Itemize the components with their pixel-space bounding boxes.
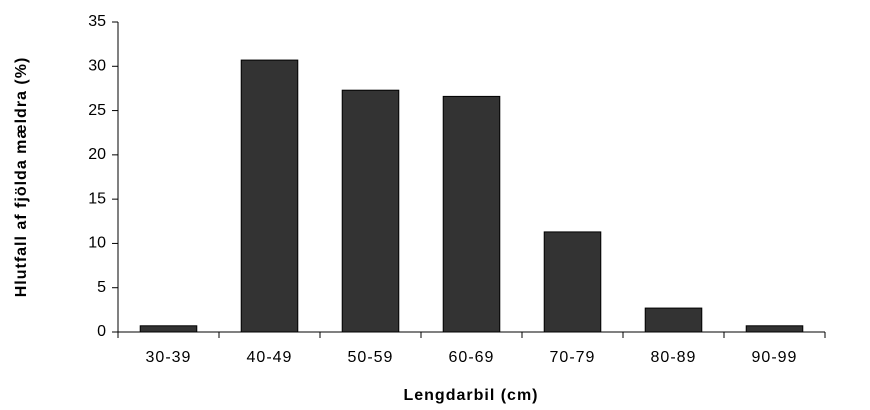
y-tick-label: 25	[88, 102, 106, 119]
x-tick-label: 50-59	[348, 349, 394, 366]
x-tick-label: 30-39	[146, 349, 192, 366]
x-tick-label: 60-69	[449, 349, 495, 366]
bar	[543, 231, 602, 333]
y-tick-label: 20	[88, 146, 106, 163]
x-tick-label: 70-79	[550, 349, 596, 366]
x-tick-label: 90-99	[752, 349, 798, 366]
bar	[341, 89, 400, 333]
y-tick-label: 10	[88, 235, 106, 252]
x-axis-title: Lengdarbil (cm)	[403, 387, 538, 404]
x-tick-label: 80-89	[651, 349, 697, 366]
x-tick-label: 40-49	[247, 349, 293, 366]
bar	[442, 95, 501, 333]
y-tick-label: 0	[97, 323, 106, 340]
bar	[139, 325, 198, 333]
y-tick-label: 30	[88, 58, 106, 75]
bar	[644, 307, 703, 333]
y-tick-label: 5	[97, 279, 106, 296]
y-tick-label: 35	[88, 13, 106, 30]
bar	[745, 325, 804, 333]
bar	[240, 59, 299, 333]
y-axis-title: Hlutfall af fjölda mældra (%)	[13, 57, 30, 298]
y-tick-label: 15	[88, 190, 106, 207]
